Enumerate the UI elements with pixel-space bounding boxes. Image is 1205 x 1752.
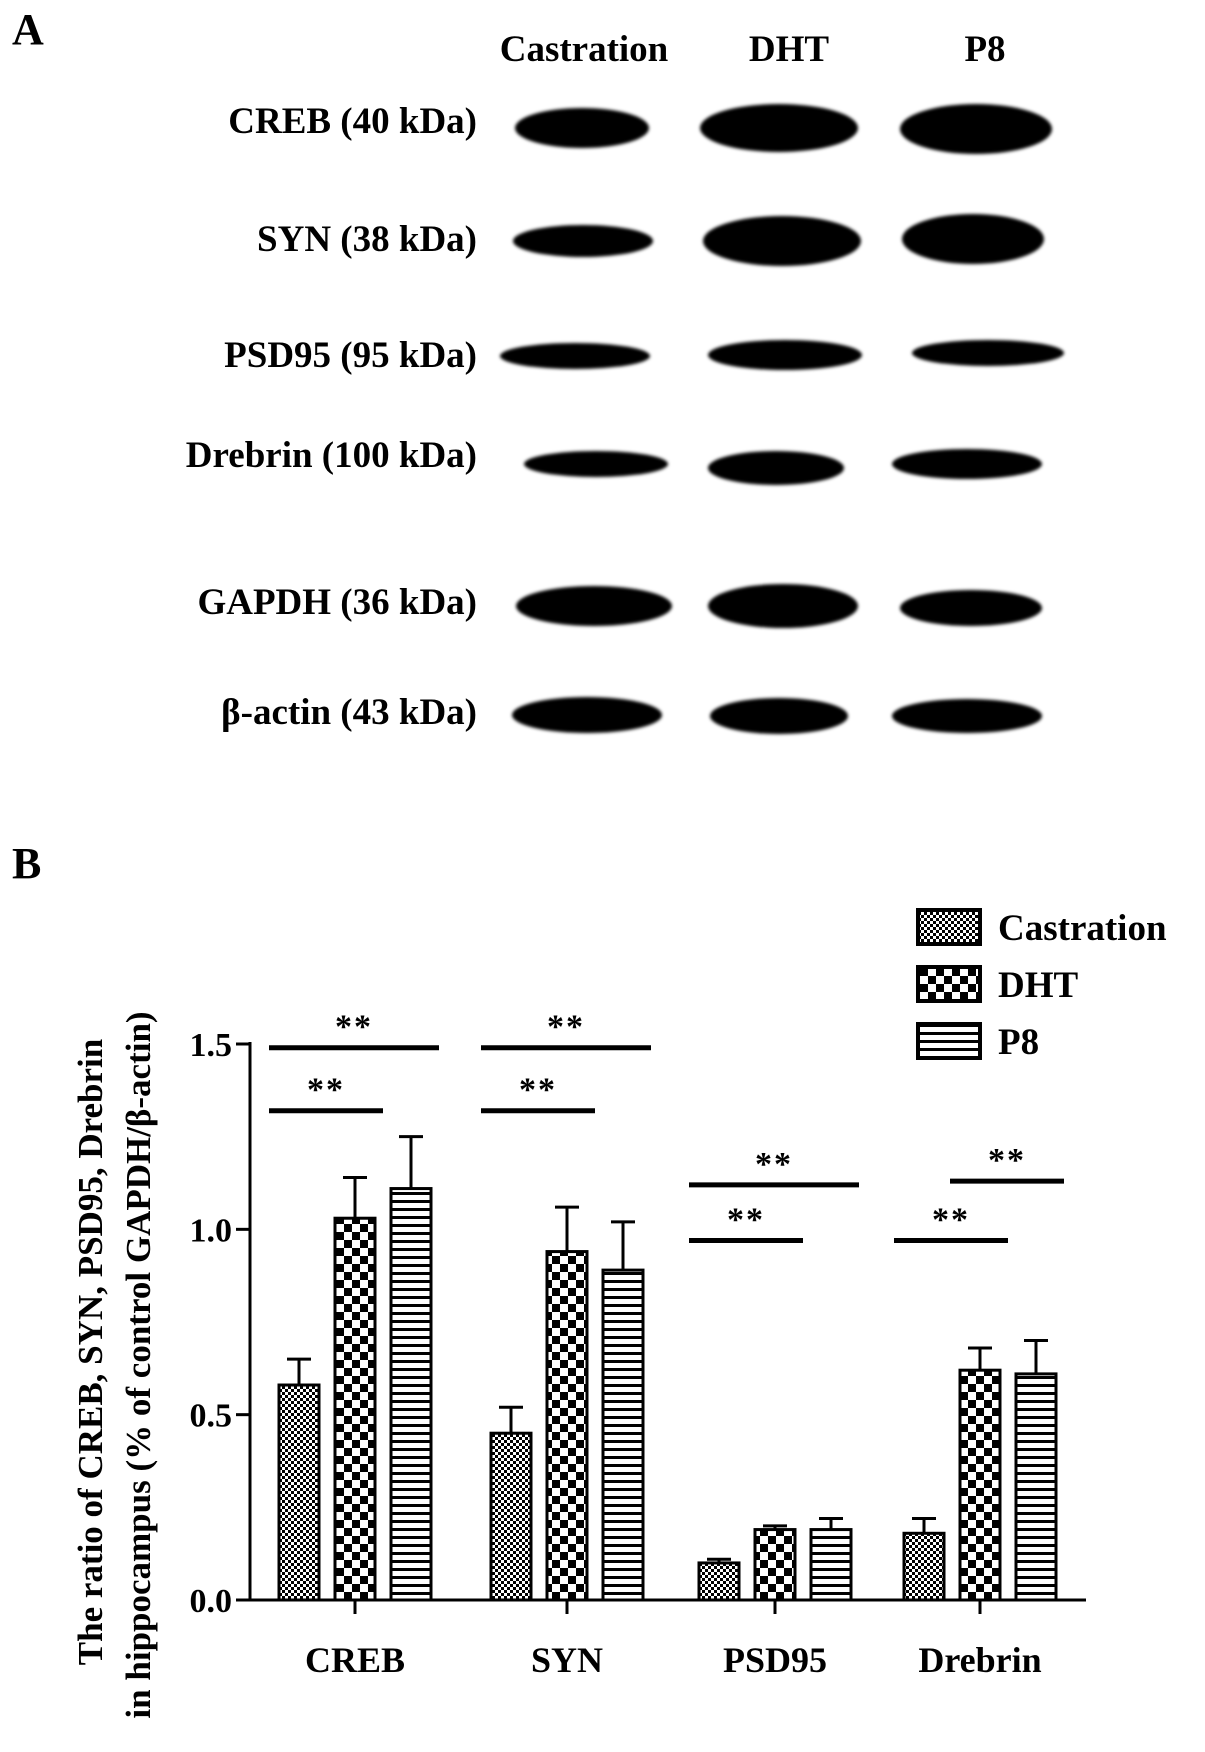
column-header-dht: DHT [748, 29, 830, 70]
band-gapdh-castration [516, 586, 672, 626]
band-syn-p8 [902, 214, 1044, 264]
panel-a-letter: A [12, 5, 44, 54]
bar-drebrin-castration [902, 1531, 946, 1602]
significance-mark: ** [307, 1072, 345, 1109]
band-drebrin-dht [708, 451, 844, 485]
x-tick-label-drebrin: Drebrin [918, 1640, 1041, 1680]
y-tick-label: 1.0 [190, 1212, 233, 1249]
y-tick-label: 0.0 [190, 1583, 233, 1620]
panel-b-letter: B [12, 839, 42, 888]
band-beta-actin-dht [710, 698, 848, 734]
band-gapdh-p8 [900, 590, 1042, 626]
legend-swatch-castration [916, 908, 982, 946]
blot-label-syn: SYN (38 kDa) [257, 219, 477, 260]
blot-label-beta-actin: β-actin (43 kDa) [221, 692, 477, 733]
blot-label-psd95: PSD95 (95 kDa) [224, 335, 477, 376]
significance-mark: ** [755, 1146, 793, 1183]
bar-psd95-p8 [809, 1528, 853, 1602]
band-drebrin-p8 [892, 449, 1042, 479]
legend-swatch-p8 [916, 1022, 982, 1060]
bar-creb-p8 [389, 1187, 433, 1602]
legend-label-p8: P8 [998, 1022, 1039, 1063]
bar-syn-dht [545, 1250, 589, 1602]
significance-mark: ** [335, 1009, 373, 1046]
bar-creb-dht [333, 1216, 377, 1602]
blot-label-creb: CREB (40 kDa) [228, 101, 477, 142]
legend-label-castration: Castration [998, 908, 1167, 949]
legend-swatch-dht [916, 965, 982, 1003]
bar-creb-castration [277, 1383, 321, 1602]
y-axis-label-line1: The ratio of CREB, SYN, PSD95, Drebrin [71, 1039, 110, 1665]
x-tick-label-creb: CREB [305, 1640, 405, 1680]
band-psd95-castration [500, 343, 650, 369]
band-creb-castration [515, 108, 649, 148]
band-gapdh-dht [708, 584, 858, 628]
x-tick-label-psd95: PSD95 [723, 1640, 827, 1680]
band-beta-actin-p8 [892, 699, 1042, 733]
band-creb-dht [700, 104, 858, 152]
bar-syn-p8 [601, 1268, 645, 1602]
column-header-p8: P8 [964, 29, 1006, 70]
band-psd95-dht [708, 340, 862, 370]
legend-label-dht: DHT [998, 965, 1079, 1006]
y-tick-label: 0.5 [190, 1398, 233, 1435]
y-tick-label: 1.5 [190, 1027, 233, 1064]
column-header-castration: Castration [499, 29, 669, 70]
significance-mark: ** [727, 1201, 765, 1238]
significance-mark: ** [547, 1009, 585, 1046]
bar-psd95-castration [697, 1561, 741, 1602]
band-syn-castration [513, 225, 653, 257]
bar-psd95-dht [753, 1528, 797, 1602]
bar-drebrin-dht [958, 1368, 1002, 1602]
bar-drebrin-p8 [1014, 1372, 1058, 1602]
significance-mark: ** [519, 1072, 557, 1109]
blot-label-gapdh: GAPDH (36 kDa) [197, 582, 477, 623]
band-drebrin-castration [524, 451, 668, 477]
bar-syn-castration [489, 1431, 533, 1602]
band-beta-actin-castration [512, 697, 662, 733]
blot-label-drebrin: Drebrin (100 kDa) [185, 435, 477, 476]
band-syn-dht [703, 216, 861, 266]
band-psd95-p8 [912, 340, 1064, 366]
significance-mark: ** [932, 1201, 970, 1238]
y-axis-label-line2: in hippocampus (% of control GAPDH/β-act… [119, 1011, 158, 1718]
x-tick-label-syn: SYN [531, 1640, 603, 1680]
band-creb-p8 [900, 104, 1052, 154]
significance-mark: ** [988, 1142, 1026, 1179]
